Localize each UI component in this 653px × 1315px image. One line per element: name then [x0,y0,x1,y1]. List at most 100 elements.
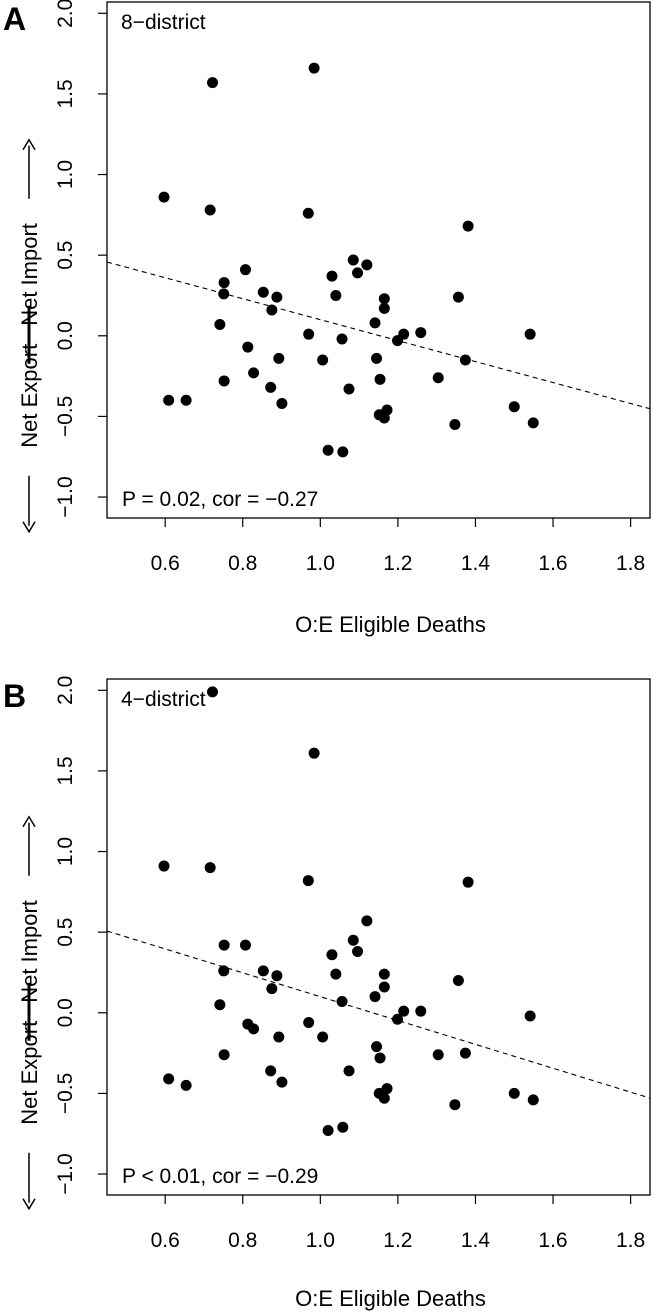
y-tick-label: 1.0 [54,837,77,866]
data-point [317,1031,329,1043]
chart-panel-a: A 0.6 0.8 1.0 1.2 1.4 1.6 1.8 −1.0 −0.5 0.0 0.5 1.0 1… [3,0,651,637]
data-point [163,1073,175,1085]
data-point [322,444,334,456]
data-point [214,999,226,1011]
x-tick-label: 0.8 [228,552,257,575]
data-point [343,1065,355,1077]
arrow-up-head [22,138,36,151]
data-point [303,328,315,340]
data-point [276,1076,288,1088]
data-point [452,291,464,303]
y-tick-label: −1.0 [54,476,77,517]
data-point [459,1047,471,1059]
data-point [326,949,338,961]
data-point [352,267,364,279]
data-point [524,1010,536,1022]
x-tick-label: 0.8 [228,1229,257,1252]
data-point [303,1016,315,1028]
data-point [242,341,254,353]
data-point [392,1013,404,1025]
data-point [378,1092,390,1104]
x-tick-label: 0.6 [151,552,180,575]
data-point [271,970,283,982]
data-point [265,381,277,393]
x-tick-label: 1.6 [538,1229,567,1252]
data-point [381,404,393,416]
data-point [369,991,381,1003]
y-tick-label: 1.5 [54,756,77,785]
data-point [508,1087,520,1099]
y-tick-label: 0.5 [54,241,77,270]
x-tick-label: 1.2 [383,552,412,575]
data-point [361,915,373,927]
data-point [308,747,320,759]
x-tick-label: 1.8 [616,1229,645,1252]
data-point [302,875,314,887]
data-point [361,259,373,271]
trend-line [107,261,650,410]
data-point [218,939,230,951]
data-point [527,417,539,429]
data-point [266,304,278,316]
data-point [371,352,383,364]
data-point [459,354,471,366]
data-point [371,1041,383,1053]
y-tick-label: 0.0 [54,321,77,350]
data-point [432,372,444,384]
data-point [257,965,269,977]
x-axis-title: O:E Eligible Deaths [295,1286,486,1311]
data-point [302,207,314,219]
trend-line [107,930,650,1099]
x-tick-label: 1.0 [306,552,335,575]
data-point [330,968,342,980]
chart-panel-b: B 0.6 0.8 1.0 1.2 1.4 1.6 1.8 −1.0 −0.5 0.0 0.5 1.0 1… [3,676,651,1311]
data-point [378,302,390,314]
data-point [527,1094,539,1106]
data-point [218,965,230,977]
data-point [352,946,364,958]
data-point [248,1023,260,1035]
data-point [214,319,226,330]
data-point [449,418,461,430]
data-point [524,328,536,340]
y-tick-label: 2.0 [54,676,77,705]
y-tick-label: 0.5 [54,918,77,947]
data-point [337,446,349,458]
data-point [206,77,218,89]
data-point [265,1065,277,1077]
data-point [415,327,427,339]
data-point [336,333,348,345]
stats-annotation: P = 0.02, cor = −0.27 [122,488,318,511]
data-point [266,983,278,995]
x-tick-label: 1.4 [461,552,491,575]
data-point [347,934,359,946]
data-point [449,1099,461,1111]
data-point [163,394,175,406]
data-point [378,293,390,305]
data-point [218,288,230,300]
data-point [158,860,170,872]
data-point [273,1031,285,1043]
data-point [374,1052,386,1064]
stats-annotation: P < 0.01, cor = −0.29 [122,1165,318,1188]
data-point [347,254,359,266]
data-point [326,270,338,282]
data-point [239,939,251,951]
data-point [218,1049,230,1061]
x-axis-title: O:E Eligible Deaths [295,612,486,637]
data-point [336,996,348,1007]
data-point [257,286,269,298]
y-tick-label: 1.0 [54,160,77,189]
x-tick-label: 0.6 [151,1229,180,1252]
data-point [180,394,192,406]
arrow-down-head [22,1198,36,1211]
data-point [204,204,216,216]
y-tick-label: −0.5 [54,1073,77,1114]
x-tick-label: 1.4 [461,1229,491,1252]
arrow-down-head [22,521,36,534]
data-point [158,191,170,203]
data-point [452,975,464,987]
y-tick-label: −1.0 [54,1153,77,1194]
data-point [374,373,386,385]
